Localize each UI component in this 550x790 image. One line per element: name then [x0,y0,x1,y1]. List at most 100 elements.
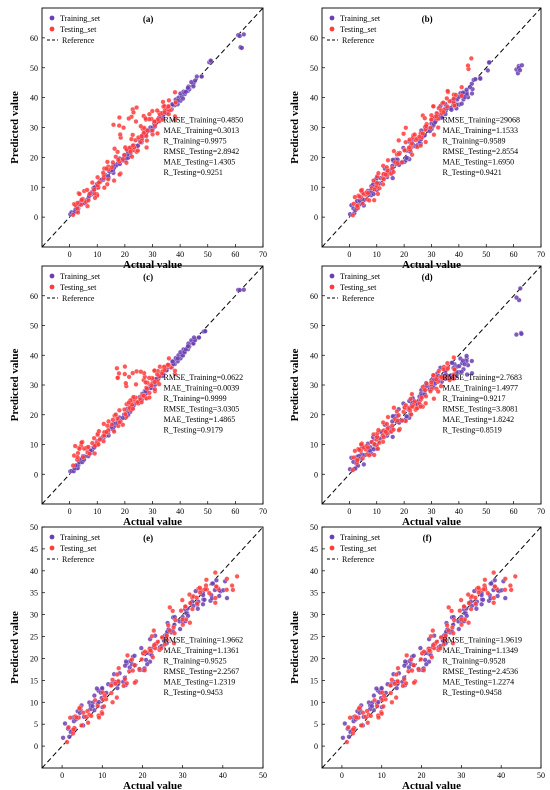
legend-testing-label: Testing_set [340,25,377,34]
scatter-panel: 0 10 20 30 40 50 0 5 10 15 20 25 30 35 40 45 50 Actual va… [9,523,267,790]
y-tick-label: 5 [314,720,318,729]
testing-point [401,409,407,415]
training-point [459,101,465,107]
stat-annotation: MAE_Training=1.1361 [164,646,240,655]
stat-annotation: R_Training=0.9589 [442,137,505,146]
y-tick-label: 60 [310,292,318,301]
testing-point [375,170,381,176]
y-tick-label: 30 [310,381,318,390]
testing-point [122,364,128,370]
testing-point [187,592,192,598]
testing-point [399,418,405,424]
training-point [477,76,483,82]
stat-annotation: MAE_Training=0.3013 [164,126,240,135]
testing-point [132,662,137,668]
x-tick-label: 30 [149,507,157,516]
testing-point [402,147,408,153]
training-point [464,353,470,359]
training-point [486,59,492,65]
legend-training-label: Training_set [340,533,381,542]
stat-annotation: R_Testing=0.9179 [164,426,223,435]
testing-point [508,587,514,593]
testing-point [366,197,372,203]
testing-point [371,452,377,458]
testing-point [148,382,154,388]
y-tick-label: 20 [310,411,318,420]
testing-point [458,597,464,603]
testing-point [485,590,491,596]
x-tick-label: 0 [68,250,72,259]
x-tick-label: 30 [457,771,465,780]
training-point [402,659,408,664]
testing-point [371,431,377,437]
testing-point [430,628,436,634]
y-tick-label: 35 [30,589,38,598]
training-point [513,332,519,338]
stat-annotation: MAE_Testing=1.4305 [164,158,236,167]
testing-point [451,372,457,378]
x-axis-label: Actual value [123,780,182,790]
testing-point [172,630,177,636]
testing-point [412,398,418,404]
testing-point [449,625,455,630]
testing-point [391,169,396,175]
testing-point [75,210,81,215]
training-point [369,703,375,709]
testing-point [172,113,178,119]
testing-point [146,390,152,396]
testing-point [450,630,456,636]
testing-point [393,695,399,701]
testing-point [130,406,136,412]
testing-point [368,713,374,719]
testing-point [74,714,79,720]
training-point [200,601,206,607]
testing-point [401,676,407,682]
x-tick-label: 40 [455,250,463,259]
testing-point [172,368,178,374]
legend-reference-label: Reference [62,555,95,564]
testing-point [115,157,121,163]
testing-point [180,622,186,628]
x-tick-label: 0 [347,250,351,259]
testing-point [423,139,429,145]
testing-point [162,109,167,115]
y-tick-label: 0 [34,470,38,479]
testing-point [66,724,71,730]
testing-point [110,159,116,165]
testing-point [130,132,136,138]
testing-point [452,366,457,372]
x-tick-label: 60 [231,507,239,516]
testing-point [391,405,397,411]
testing-point [151,628,157,634]
testing-point [149,128,155,133]
stat-annotation: MAE_Testing=1.2319 [164,678,236,687]
testing-point [114,672,120,677]
testing-point [139,133,145,139]
testing-point [135,148,141,154]
testing-point [408,657,414,663]
x-tick-label: 40 [176,250,184,259]
testing-point [165,362,171,368]
x-tick-label: 20 [138,771,146,780]
testing-point [395,418,401,424]
testing-point [481,586,487,592]
stat-annotation: RMSE_Testing=3.8081 [442,405,518,414]
y-tick-label: 20 [30,654,38,663]
x-tick-label: 70 [537,250,545,259]
testing-point [383,172,389,178]
testing-point [145,128,150,134]
testing-point [435,389,441,394]
testing-point [360,455,366,461]
y-tick-label: 45 [310,545,318,554]
testing-point [395,160,401,166]
training-point [514,295,519,301]
legend-testing-label: Testing_set [60,544,97,553]
testing-point [187,600,193,606]
training-point [122,663,128,669]
x-tick-label: 60 [231,250,239,259]
testing-point [123,380,129,386]
training-point [404,413,409,419]
y-tick-label: 30 [30,611,38,620]
training-point [464,372,470,378]
y-axis-label: Predicted value [289,611,301,684]
